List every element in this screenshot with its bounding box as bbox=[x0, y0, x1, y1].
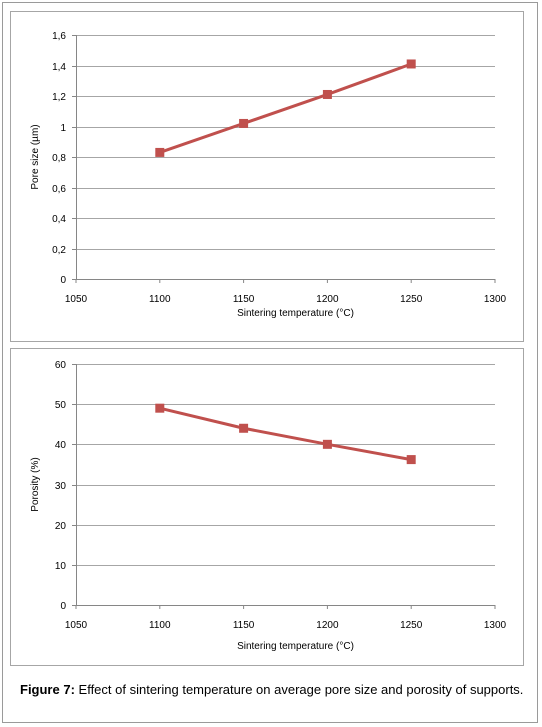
pore-size-chart-panel: 0 0,2 0,4 0,6 0,8 1 1,2 1,4 1,6 1050 1100 1150 1200 1… bbox=[10, 11, 524, 342]
porosity-x-tick-label: 1300 bbox=[484, 620, 507, 631]
porosity-x-tick-label: 1100 bbox=[149, 620, 171, 631]
pore-size-y-tick-label: 1,6 bbox=[52, 31, 66, 42]
pore-size-data-point bbox=[322, 89, 332, 99]
porosity-x-axis-title: Sintering temperature (°C) bbox=[237, 641, 354, 652]
pore-size-y-tick-label: 1,2 bbox=[52, 92, 66, 103]
porosity-y-tick-label: 20 bbox=[55, 521, 67, 532]
porosity-chart-panel: 0 10 20 30 40 50 60 1050 1100 1150 1200 1250 1300 Sin… bbox=[10, 348, 524, 666]
pore-size-y-axis-title: Pore size (µm) bbox=[30, 124, 41, 189]
pore-size-y-tick-label: 0,6 bbox=[52, 184, 66, 195]
porosity-y-axis-title: Porosity (%) bbox=[30, 457, 41, 511]
porosity-data-point bbox=[155, 403, 165, 413]
pore-size-y-tick-label: 1,4 bbox=[52, 62, 66, 73]
pore-size-y-tick-label: 0,2 bbox=[52, 245, 66, 256]
pore-size-data-point bbox=[239, 118, 249, 128]
porosity-y-tick-label: 60 bbox=[55, 360, 67, 371]
porosity-x-tick-label: 1200 bbox=[316, 620, 339, 631]
porosity-x-tick-label: 1050 bbox=[65, 620, 88, 631]
pore-size-x-tick-label: 1150 bbox=[233, 294, 255, 305]
figure-caption-label: Figure 7: bbox=[20, 682, 75, 697]
pore-size-x-axis-title: Sintering temperature (°C) bbox=[237, 308, 354, 319]
pore-size-x-tick-label: 1200 bbox=[316, 294, 339, 305]
porosity-x-tick-label: 1250 bbox=[400, 620, 423, 631]
pore-size-x-tick-label: 1250 bbox=[400, 294, 423, 305]
porosity-y-tick-label: 0 bbox=[60, 601, 66, 612]
pore-size-x-tick-label: 1300 bbox=[484, 294, 507, 305]
porosity-y-tick-label: 10 bbox=[55, 561, 67, 572]
porosity-y-tick-label: 30 bbox=[55, 481, 67, 492]
figure-caption: Figure 7: Effect of sintering temperatur… bbox=[20, 681, 528, 699]
porosity-y-tick-label: 40 bbox=[55, 440, 67, 451]
pore-size-x-tick-label: 1100 bbox=[149, 294, 171, 305]
porosity-data-point bbox=[322, 439, 332, 449]
porosity-chart: 0 10 20 30 40 50 60 1050 1100 1150 1200 1250 1300 Sin… bbox=[30, 360, 507, 652]
pore-size-data-point bbox=[155, 147, 165, 157]
porosity-data-point bbox=[239, 423, 249, 433]
porosity-x-tick-label: 1150 bbox=[233, 620, 255, 631]
pore-size-x-tick-label: 1050 bbox=[65, 294, 88, 305]
pore-size-y-tick-label: 0 bbox=[60, 275, 66, 286]
pore-size-y-tick-label: 0,8 bbox=[52, 153, 66, 164]
pore-size-chart: 0 0,2 0,4 0,6 0,8 1 1,2 1,4 1,6 1050 1100 1150 1200 1… bbox=[30, 31, 507, 319]
porosity-series-line bbox=[159, 406, 412, 462]
pore-size-y-tick-label: 0,4 bbox=[52, 214, 66, 225]
pore-size-data-point bbox=[406, 59, 416, 69]
figure-caption-text: Effect of sintering temperature on avera… bbox=[74, 682, 524, 697]
porosity-data-point bbox=[406, 455, 416, 465]
porosity-y-tick-label: 50 bbox=[55, 400, 67, 411]
pore-size-y-tick-label: 1 bbox=[60, 123, 66, 134]
pore-size-series-line bbox=[159, 62, 412, 154]
